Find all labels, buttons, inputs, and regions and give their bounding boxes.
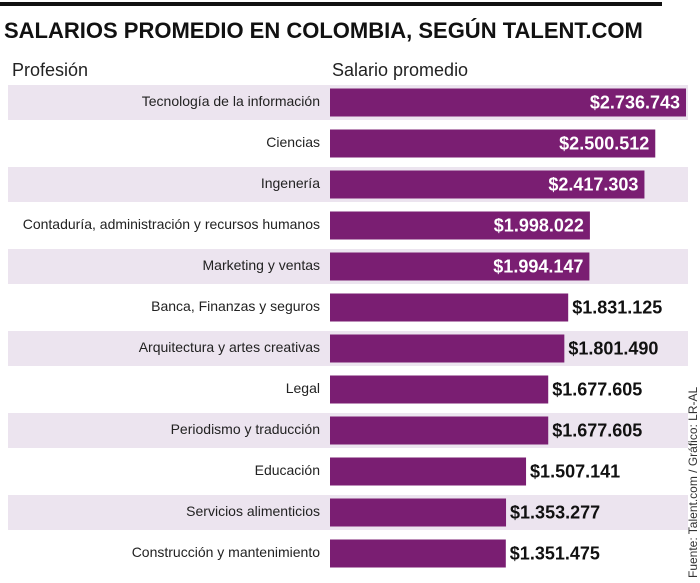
bar bbox=[330, 129, 656, 158]
value-label: $1.353.277 bbox=[510, 502, 600, 522]
value-header: Salario promedio bbox=[332, 60, 468, 80]
category-label: Contaduría, administración y recursos hu… bbox=[23, 216, 320, 232]
bar bbox=[330, 88, 686, 117]
bar bbox=[330, 498, 507, 527]
category-label: Construcción y mantenimiento bbox=[132, 544, 321, 560]
bar bbox=[330, 170, 645, 199]
category-label: Legal bbox=[286, 380, 320, 396]
value-label: $1.507.141 bbox=[530, 461, 620, 481]
category-label: Arquitectura y artes creativas bbox=[139, 339, 320, 355]
value-label: $2.417.303 bbox=[548, 174, 638, 194]
bar bbox=[330, 334, 565, 363]
category-label: Educación bbox=[255, 462, 320, 478]
top-rule bbox=[0, 2, 662, 6]
category-label: Banca, Finanzas y seguros bbox=[151, 298, 320, 314]
category-label: Periodismo y traducción bbox=[171, 421, 320, 437]
bar bbox=[330, 416, 549, 445]
category-label: Ciencias bbox=[266, 134, 320, 150]
bar bbox=[330, 293, 569, 322]
value-label: $1.677.605 bbox=[552, 379, 642, 399]
value-label: $2.500.512 bbox=[559, 133, 649, 153]
value-label: $1.831.125 bbox=[572, 297, 662, 317]
category-label: Tecnología de la información bbox=[142, 93, 320, 109]
value-label: $2.736.743 bbox=[590, 92, 680, 112]
bar bbox=[330, 375, 549, 404]
value-label: $1.801.490 bbox=[568, 338, 658, 358]
value-label: $1.994.147 bbox=[493, 256, 583, 276]
value-label: $1.677.605 bbox=[552, 420, 642, 440]
category-header: Profesión bbox=[12, 60, 88, 80]
bar bbox=[330, 211, 590, 240]
source: Fuente: Talent.com / Gráfico: LR-AL bbox=[686, 386, 700, 578]
bar bbox=[330, 457, 527, 486]
category-label: Marketing y ventas bbox=[203, 257, 321, 273]
bar bbox=[330, 539, 506, 568]
category-label: Ingenería bbox=[261, 175, 320, 191]
bar bbox=[330, 252, 590, 281]
chart-title: SALARIOS PROMEDIO EN COLOMBIA, SEGÚN TAL… bbox=[4, 18, 643, 43]
category-label: Servicios alimenticios bbox=[186, 503, 320, 519]
value-label: $1.998.022 bbox=[494, 215, 584, 235]
value-label: $1.351.475 bbox=[510, 543, 600, 563]
